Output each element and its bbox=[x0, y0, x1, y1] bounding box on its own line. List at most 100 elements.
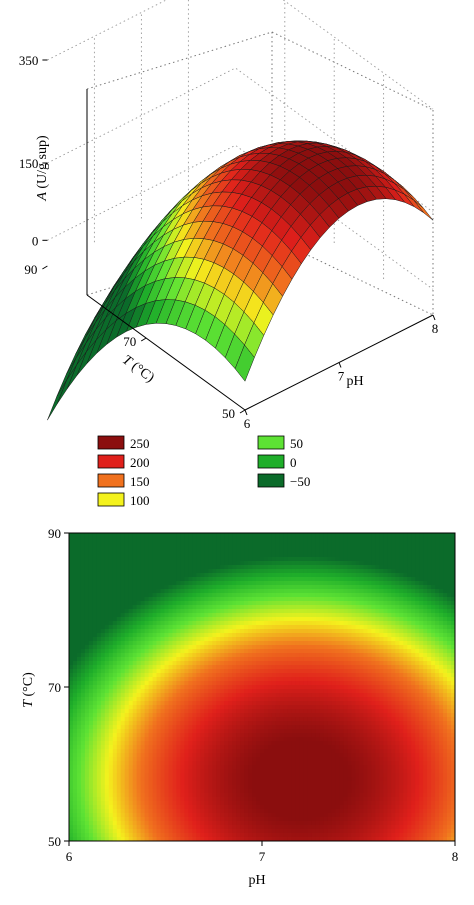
heatmap-cell bbox=[220, 609, 225, 614]
heatmap-cell bbox=[447, 689, 452, 694]
heatmap-cell bbox=[192, 533, 197, 538]
heatmap-cell bbox=[144, 657, 150, 662]
heatmap-cell bbox=[260, 609, 265, 614]
heatmap-cell bbox=[323, 537, 329, 542]
heatmap-cell bbox=[140, 593, 146, 598]
heatmap-cell bbox=[327, 601, 333, 606]
heatmap-cell bbox=[240, 617, 245, 622]
heatmap-cell bbox=[275, 657, 281, 662]
heatmap-cell bbox=[176, 533, 181, 538]
heatmap-cell bbox=[136, 597, 142, 602]
heatmap-cell bbox=[84, 705, 90, 710]
heatmap-cell bbox=[132, 673, 138, 678]
heatmap-cell bbox=[415, 533, 420, 538]
heatmap-cell bbox=[311, 613, 317, 618]
heatmap-cell bbox=[256, 665, 261, 670]
heatmap-cell bbox=[363, 665, 369, 670]
heatmap-cell bbox=[240, 561, 245, 566]
heatmap-cell bbox=[84, 617, 90, 622]
heatmap-cell bbox=[359, 641, 365, 646]
heatmap-cell bbox=[303, 629, 309, 634]
heatmap-cell bbox=[73, 625, 78, 630]
heatmap-cell bbox=[295, 569, 301, 574]
heatmap-cell bbox=[120, 701, 126, 706]
heatmap-cell bbox=[339, 685, 345, 690]
heatmap-cell bbox=[419, 649, 424, 654]
heatmap-cell bbox=[419, 661, 424, 666]
heatmap-cell bbox=[331, 685, 337, 690]
heatmap-cell bbox=[148, 633, 154, 638]
heatmap-cell bbox=[375, 541, 380, 546]
heatmap-cell bbox=[204, 593, 209, 598]
heatmap-cell bbox=[407, 533, 412, 538]
heatmap-cell bbox=[196, 701, 201, 706]
heatmap-cell bbox=[100, 641, 106, 646]
heatmap-cell bbox=[387, 593, 392, 598]
heatmap-cell bbox=[156, 533, 162, 538]
heatmap-cell bbox=[124, 573, 130, 578]
heatmap-cell bbox=[164, 677, 170, 682]
heatmap-cell bbox=[228, 649, 233, 654]
heatmap-cell bbox=[132, 661, 138, 666]
heatmap-cell bbox=[116, 597, 122, 602]
heatmap-cell bbox=[303, 553, 309, 558]
heatmap-cell bbox=[73, 661, 78, 666]
heatmap-cell bbox=[299, 581, 305, 586]
heatmap-cell bbox=[92, 573, 98, 578]
heatmap-cell bbox=[96, 589, 102, 594]
heatmap-cell bbox=[291, 657, 297, 662]
heatmap-cell bbox=[268, 589, 273, 594]
heatmap-cell bbox=[411, 565, 416, 570]
heatmap-cell bbox=[120, 565, 126, 570]
heatmap-cell bbox=[359, 645, 365, 650]
heatmap-cell bbox=[204, 533, 209, 538]
heatmap-cell bbox=[88, 689, 94, 694]
heatmap-cell bbox=[216, 657, 221, 662]
heatmap-cell bbox=[347, 629, 353, 634]
heatmap-cell bbox=[299, 569, 305, 574]
heatmap-cell bbox=[236, 601, 241, 606]
heatmap-cell bbox=[295, 573, 301, 578]
heatmap-cell bbox=[236, 685, 241, 690]
heatmap-cell bbox=[355, 673, 361, 678]
heatmap-cell bbox=[443, 681, 448, 686]
heatmap-cell bbox=[236, 577, 241, 582]
heatmap-cell bbox=[252, 537, 257, 542]
heatmap-cell bbox=[172, 577, 178, 582]
heatmap-cell bbox=[112, 637, 118, 642]
heatmap-cell bbox=[303, 681, 309, 686]
heatmap-cell bbox=[355, 685, 361, 690]
heatmap-cell bbox=[152, 633, 158, 638]
heatmap-cell bbox=[184, 661, 189, 666]
heatmap-cell bbox=[427, 705, 432, 710]
heatmap-cell bbox=[423, 601, 428, 606]
heatmap-cell bbox=[208, 665, 213, 670]
heatmap-cell bbox=[148, 701, 154, 706]
heatmap-cell bbox=[295, 629, 301, 634]
heatmap-cell bbox=[351, 693, 357, 698]
heatmap-cell bbox=[399, 697, 404, 702]
heatmap-cell bbox=[240, 681, 245, 686]
heatmap-cell bbox=[224, 549, 229, 554]
heatmap-cell bbox=[92, 613, 98, 618]
heatmap-cell bbox=[268, 613, 273, 618]
heatmap-cell bbox=[136, 645, 142, 650]
heatmap-cell bbox=[423, 569, 428, 574]
heatmap-cell bbox=[260, 697, 265, 702]
heatmap-cell bbox=[291, 601, 297, 606]
heatmap-cell bbox=[447, 549, 452, 554]
heatmap-cell bbox=[168, 701, 174, 706]
heatmap-cell bbox=[359, 585, 365, 590]
heatmap-cell bbox=[136, 569, 142, 574]
heatmap-cell bbox=[144, 653, 150, 658]
heatmap-cell bbox=[108, 593, 114, 598]
heatmap-cell bbox=[435, 617, 440, 622]
heatmap-cell bbox=[295, 557, 301, 562]
heatmap-cell bbox=[224, 593, 229, 598]
heatmap-cell bbox=[84, 569, 90, 574]
heatmap-cell bbox=[212, 593, 217, 598]
heatmap-cell bbox=[431, 601, 436, 606]
heatmap-cell bbox=[180, 593, 185, 598]
heatmap-cell bbox=[248, 629, 253, 634]
heatmap-cell bbox=[148, 673, 154, 678]
